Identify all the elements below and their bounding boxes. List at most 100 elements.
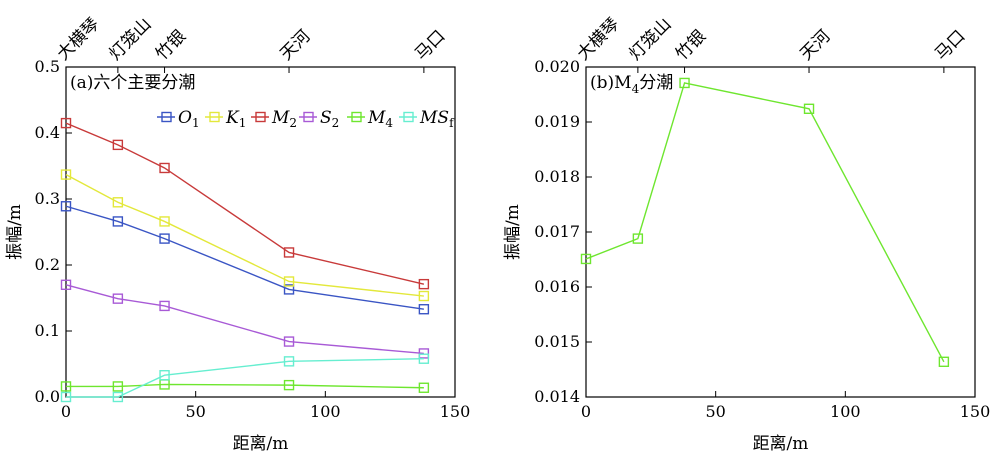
series-m2-line — [60, 117, 430, 290]
data-point-marker — [938, 356, 950, 367]
data-point-marker — [418, 278, 430, 290]
data-point-marker — [60, 279, 72, 290]
legend-label-sub: 1 — [192, 116, 200, 130]
series-line — [65, 205, 424, 310]
legend-marker — [161, 111, 172, 123]
y-tick-label: 0.5 — [35, 57, 60, 76]
legend-label-sub: 2 — [332, 116, 340, 130]
data-point-marker — [112, 293, 124, 304]
plot-frame — [65, 66, 456, 398]
data-point-marker — [60, 169, 72, 180]
y-tick-label: 0.018 — [534, 167, 580, 186]
station-label: 天河 — [276, 26, 314, 64]
station-label: 大横琴 — [53, 14, 103, 64]
legend-label-main: M — [271, 108, 290, 128]
data-point-marker — [418, 353, 430, 364]
data-point-marker — [159, 233, 170, 244]
panel-b: 0 50 100 150 0.014 0.015 0.016 0.017 0.018 0.019 0… — [503, 14, 990, 454]
data-point-marker — [283, 356, 295, 367]
series-line — [65, 122, 425, 285]
station-label: 灯笼山 — [105, 14, 155, 64]
station-label: 大横琴 — [573, 14, 623, 64]
y-tick-label: 0.017 — [534, 222, 580, 241]
y-axis-title: 振幅/m — [503, 204, 523, 260]
legend-label-main: MS — [419, 108, 449, 128]
y-tick-label: 0.020 — [534, 57, 580, 76]
y-axis-title: 振幅/m — [5, 204, 25, 260]
data-point-marker — [60, 117, 72, 129]
legend: O1 K1 M2 S2 M4 MSf — [157, 108, 455, 130]
station-label: 灯笼山 — [625, 14, 675, 64]
legend-label: MSf — [419, 108, 455, 130]
legend-label: S2 — [320, 108, 339, 130]
x-tick-label: 150 — [960, 402, 991, 421]
x-tick-label: 0 — [61, 402, 71, 421]
data-point-marker — [112, 391, 124, 403]
x-tick-label: 150 — [440, 402, 471, 421]
data-point-marker — [112, 381, 124, 392]
station-label: 竹银 — [152, 26, 190, 64]
station-label: 天河 — [796, 26, 834, 64]
x-tick-label: 50 — [185, 402, 205, 421]
legend-label-sub: 2 — [289, 116, 297, 130]
x-tick-label: 0 — [581, 402, 591, 421]
legend-marker — [255, 111, 266, 123]
x-tick-label: 100 — [310, 402, 341, 421]
legend-marker — [303, 111, 314, 123]
data-point-marker — [283, 336, 295, 347]
data-point-marker — [418, 348, 430, 359]
data-point-marker — [283, 247, 295, 258]
series-m4-line — [60, 379, 430, 393]
series-line — [65, 284, 424, 355]
legend-label-main: O — [178, 108, 192, 128]
data-point-marker — [803, 103, 815, 115]
x-tick-label: 100 — [830, 402, 861, 421]
legend-label-main: S — [320, 108, 332, 128]
series-line — [66, 383, 424, 389]
panel-title-main: (b)M — [590, 73, 632, 93]
data-point-marker — [418, 304, 430, 315]
data-point-marker — [112, 216, 124, 227]
legend-item: K1 — [205, 108, 246, 130]
series-m4-line — [580, 77, 950, 367]
legend-label-main: M — [367, 108, 386, 128]
y-tick-label: 0.3 — [35, 189, 60, 208]
data-point-marker — [159, 216, 170, 227]
legend-label: O1 — [178, 108, 200, 130]
legend-item: O1 — [157, 108, 200, 130]
data-point-marker — [60, 201, 72, 212]
panel-title-suffix: 分潮 — [639, 73, 673, 93]
data-point-marker — [418, 382, 430, 393]
station-label: 马口 — [411, 26, 449, 64]
y-tick-label: 0.019 — [534, 112, 580, 131]
data-point-marker — [418, 290, 430, 302]
data-point-marker — [159, 162, 170, 174]
panel-title: (b)M4分潮 — [590, 73, 673, 96]
y-tick-label: 0.016 — [534, 277, 580, 296]
legend-label: K1 — [225, 108, 246, 130]
y-tick-label: 0.1 — [35, 321, 60, 340]
legend-item: MSf — [399, 108, 455, 130]
panel-title-sub: 4 — [632, 82, 640, 96]
legend-label: M4 — [367, 108, 393, 130]
data-point-marker — [580, 253, 592, 265]
data-point-marker — [159, 300, 170, 312]
y-tick-label: 0.0 — [35, 387, 60, 406]
legend-marker — [403, 111, 414, 123]
data-point-marker — [60, 381, 72, 392]
x-axis-title: 距离/m — [753, 434, 809, 454]
y-tick-label: 0.4 — [35, 123, 60, 142]
data-point-marker — [632, 233, 644, 244]
series-k1-line — [60, 169, 430, 302]
legend-label-sub: f — [449, 116, 455, 130]
data-point-marker — [112, 197, 124, 208]
series-s2-line — [60, 279, 430, 359]
legend-item: M4 — [347, 108, 393, 130]
series-line — [66, 358, 424, 398]
legend-marker — [351, 111, 362, 123]
data-point-marker — [112, 139, 124, 151]
data-point-marker — [60, 391, 72, 403]
series-line — [65, 173, 424, 297]
series-line — [585, 82, 945, 363]
